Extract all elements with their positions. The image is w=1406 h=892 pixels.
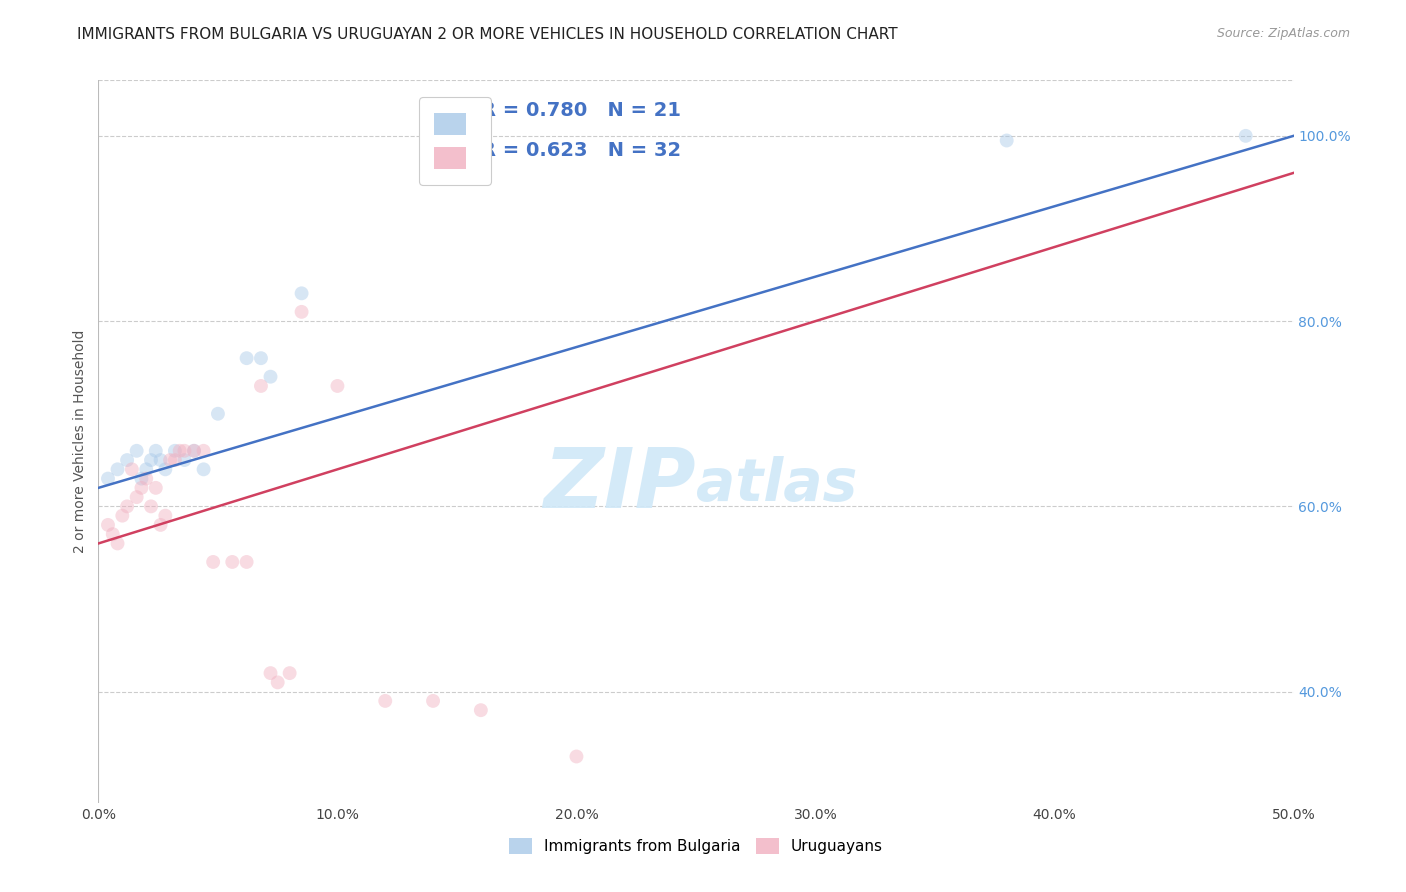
Point xyxy=(101,527,124,541)
Point xyxy=(155,462,177,476)
Point xyxy=(125,443,148,458)
Point xyxy=(1234,128,1257,143)
Point xyxy=(163,443,186,458)
Point xyxy=(250,351,273,366)
Point xyxy=(145,443,167,458)
Point xyxy=(131,481,153,495)
Point xyxy=(422,694,444,708)
Point xyxy=(173,453,195,467)
Point xyxy=(155,508,177,523)
Point xyxy=(250,379,273,393)
Point xyxy=(115,453,138,467)
Point xyxy=(125,490,148,504)
Point xyxy=(97,517,120,532)
Point xyxy=(145,481,167,495)
Point xyxy=(193,462,215,476)
Point xyxy=(326,379,349,393)
Text: R = 0.780   N = 21: R = 0.780 N = 21 xyxy=(481,102,681,120)
Point xyxy=(259,666,281,681)
Point xyxy=(207,407,229,421)
Point xyxy=(135,472,157,486)
Point xyxy=(107,462,129,476)
Point xyxy=(97,472,120,486)
Point xyxy=(183,443,205,458)
Point xyxy=(149,453,172,467)
Point xyxy=(111,508,134,523)
Point xyxy=(267,675,290,690)
Point xyxy=(115,500,138,514)
Point xyxy=(169,443,191,458)
Point xyxy=(121,462,143,476)
Text: atlas: atlas xyxy=(696,457,858,514)
Y-axis label: 2 or more Vehicles in Household: 2 or more Vehicles in Household xyxy=(73,330,87,553)
Point xyxy=(374,694,396,708)
Point xyxy=(291,305,314,319)
Text: Source: ZipAtlas.com: Source: ZipAtlas.com xyxy=(1216,27,1350,40)
Point xyxy=(995,133,1018,147)
Point xyxy=(202,555,225,569)
Point xyxy=(139,453,162,467)
Legend: Immigrants from Bulgaria, Uruguayans: Immigrants from Bulgaria, Uruguayans xyxy=(503,832,889,860)
Point xyxy=(149,517,172,532)
Point xyxy=(221,555,243,569)
Point xyxy=(470,703,492,717)
Point xyxy=(193,443,215,458)
Point xyxy=(183,443,205,458)
Point xyxy=(163,453,186,467)
Point xyxy=(107,536,129,550)
Point xyxy=(139,500,162,514)
Text: R = 0.623   N = 32: R = 0.623 N = 32 xyxy=(481,141,681,161)
Text: IMMIGRANTS FROM BULGARIA VS URUGUAYAN 2 OR MORE VEHICLES IN HOUSEHOLD CORRELATIO: IMMIGRANTS FROM BULGARIA VS URUGUAYAN 2 … xyxy=(77,27,898,42)
Text: ZIP: ZIP xyxy=(543,444,696,525)
Point xyxy=(235,555,257,569)
Point xyxy=(235,351,257,366)
Point xyxy=(565,749,588,764)
Point xyxy=(259,369,281,384)
Point xyxy=(159,453,181,467)
Point xyxy=(278,666,301,681)
Point xyxy=(135,462,157,476)
Point xyxy=(173,443,195,458)
Point xyxy=(131,472,153,486)
Point xyxy=(291,286,314,301)
